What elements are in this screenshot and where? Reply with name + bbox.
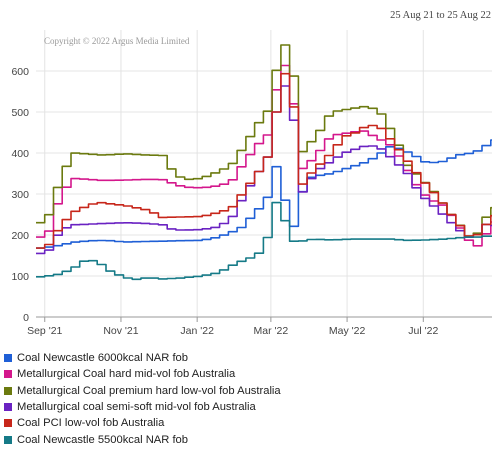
y-tick-label: 500 <box>11 107 29 119</box>
legend-item[interactable]: Metallurgical Coal premium hard low-vol … <box>4 383 281 399</box>
legend-swatch <box>4 354 12 363</box>
legend-item[interactable]: Coal Newcastle 5500kcal NAR fob <box>4 431 281 447</box>
date-range-label: 25 Aug 21 to 25 Aug 22 <box>390 10 491 21</box>
y-tick-label: 600 <box>11 66 29 78</box>
legend-swatch <box>4 435 12 444</box>
legend-swatch <box>4 403 12 412</box>
y-tick-label: 400 <box>11 148 29 160</box>
legend-swatch <box>4 386 12 395</box>
x-tick-label: Jul '22 <box>408 325 438 337</box>
x-tick-label: Nov '21 <box>103 325 138 337</box>
legend-item[interactable]: Coal Newcastle 6000kcal NAR fob <box>4 350 281 366</box>
y-axis: 0 100 200 300 400 500 600 <box>11 66 29 324</box>
y-tick-label: 200 <box>11 230 29 242</box>
series-line-1 <box>36 139 492 249</box>
chart-series <box>36 44 492 281</box>
x-tick-label: May '22 <box>329 325 366 337</box>
legend-label: Coal PCI low-vol fob Australia <box>17 417 165 430</box>
legend-item[interactable]: Metallurgical coal semi-soft mid-vol fob… <box>4 399 281 415</box>
legend-label: Coal Newcastle 5500kcal NAR fob <box>17 433 189 446</box>
series-line-6 <box>36 201 492 281</box>
legend-label: Metallurgical coal semi-soft mid-vol fob… <box>17 401 256 414</box>
chart-gridlines <box>36 30 492 318</box>
series-line-5 <box>36 72 492 249</box>
chart-legend: Coal Newcastle 6000kcal NAR fob Metallurg… <box>4 350 281 448</box>
legend-label: Metallurgical Coal premium hard low-vol … <box>17 384 281 397</box>
y-tick-label: 0 <box>23 312 29 324</box>
line-chart: Copyright © 2022 Argus Media Limited 0 10… <box>11 30 492 337</box>
x-tick-label: Jan '22 <box>180 325 214 337</box>
y-tick-label: 100 <box>11 271 29 283</box>
legend-swatch <box>4 419 12 428</box>
legend-swatch <box>4 370 12 379</box>
y-tick-label: 300 <box>11 189 29 201</box>
legend-item[interactable]: Metallurgical Coal hard mid-vol fob Aust… <box>4 366 281 382</box>
legend-label: Metallurgical Coal hard mid-vol fob Aust… <box>17 368 236 381</box>
x-tick-label: Sep '21 <box>27 325 62 337</box>
x-axis: Sep '21 Nov '21 Jan '22 Mar '22 May '22 Jul '… <box>27 316 492 337</box>
x-tick-label: Mar '22 <box>254 325 289 337</box>
legend-item[interactable]: Coal PCI low-vol fob Australia <box>4 415 281 431</box>
legend-label: Coal Newcastle 6000kcal NAR fob <box>17 352 189 365</box>
copyright-watermark: Copyright © 2022 Argus Media Limited <box>44 36 190 46</box>
